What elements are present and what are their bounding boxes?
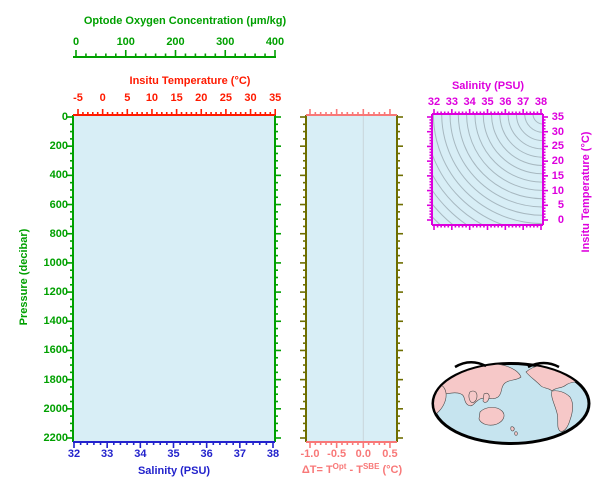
pressure-tick-label: 200 <box>49 140 68 153</box>
delta-t-title-mid: - T <box>346 464 363 476</box>
map-landmass <box>468 390 490 403</box>
ts-temperature-tick-label: 25 <box>551 140 564 153</box>
salinity-tick-label: 37 <box>233 448 246 460</box>
ts-temperature-tick-label: 10 <box>551 184 564 197</box>
ts-salinity-tick-label: 35 <box>481 96 494 108</box>
delta-t-axis-title: ΔT= TOpt - TSBE (°C) <box>281 462 423 478</box>
map-landmass <box>510 426 518 436</box>
oxygen-tick-label: 0 <box>72 36 80 48</box>
pressure-axis-title: Pressure (decibar) <box>18 228 30 326</box>
temperature-tick-label: 0 <box>99 92 106 104</box>
map-landmass <box>569 365 585 375</box>
ts-temperature-axis-title: Insitu Temperature (°C) <box>580 131 592 253</box>
delta-t-title-pre: ΔT= T <box>301 464 333 476</box>
ts-salinity-tick-label: 36 <box>499 96 512 108</box>
salinity-tick-label: 38 <box>266 448 280 460</box>
oxygen-tick-label: 300 <box>216 36 235 48</box>
salinity-tick-label: 34 <box>134 448 147 460</box>
ts-salinity-tick-label: 32 <box>427 96 441 108</box>
ts-temperature-tick-label: 35 <box>551 111 564 123</box>
temperature-tick-label: 35 <box>269 92 282 104</box>
plot-panel <box>306 115 397 442</box>
salinity-axis-title: Salinity (PSU) <box>137 465 211 477</box>
temperature-tick-label: 15 <box>170 92 183 104</box>
ts-salinity-tick-label: 33 <box>445 96 458 108</box>
pressure-tick-label: 1400 <box>43 315 68 328</box>
salinity-tick-label: 36 <box>200 448 213 460</box>
delta-t-title-suf: (°C) <box>379 464 403 476</box>
delta-t-title-sup-sbe: SBE <box>362 462 380 471</box>
delta-t-title-sup-opt: Opt <box>332 462 347 471</box>
pressure-tick-label: 1600 <box>43 344 68 357</box>
oxygen-tick-label: 100 <box>116 36 135 48</box>
delta-t-tick-label: 0.5 <box>382 448 398 460</box>
ts-temperature-tick-label: 0 <box>557 214 564 226</box>
map-landmass <box>478 407 505 426</box>
ts-temperature-tick-label: 20 <box>551 155 564 168</box>
temperature-tick-label: 5 <box>124 92 131 104</box>
ts-temperature-tick-label: 30 <box>551 125 564 138</box>
oxygen-tick-label: 200 <box>166 36 185 48</box>
world-map <box>431 361 591 445</box>
pressure-tick-label: 800 <box>49 227 68 240</box>
ts-salinity-tick-label: 38 <box>534 96 548 108</box>
plot-panel <box>73 115 275 442</box>
temperature-axis-title: Insitu Temperature (°C) <box>129 75 251 87</box>
salinity-tick-label: 33 <box>101 448 114 460</box>
delta-t-tick-label: 0.0 <box>355 448 371 460</box>
temperature-tick-label: 30 <box>244 92 257 104</box>
ts-salinity-tick-label: 34 <box>463 96 476 108</box>
oxygen-tick-label: 400 <box>265 36 285 48</box>
ts-salinity-axis-title: Salinity (PSU) <box>451 80 525 92</box>
pressure-tick-label: 2200 <box>43 432 68 444</box>
ts-temperature-tick-label: 15 <box>551 169 564 182</box>
salinity-tick-label: 32 <box>67 448 81 460</box>
pressure-tick-label: 1200 <box>43 286 68 299</box>
delta-t-tick-label: -1.0 <box>300 448 320 460</box>
pressure-tick-label: 2000 <box>43 402 68 415</box>
pressure-tick-label: 1000 <box>43 256 68 269</box>
oxygen-axis-title: Optode Oxygen Concentration (μm/kg) <box>83 15 287 27</box>
temperature-tick-label: 25 <box>219 92 233 104</box>
ts-salinity-tick-label: 37 <box>517 96 530 108</box>
pressure-tick-label: 1800 <box>43 373 68 386</box>
temperature-tick-label: 10 <box>145 92 159 104</box>
map-outline-bump <box>454 361 487 369</box>
temperature-tick-label: 20 <box>195 92 208 104</box>
pressure-tick-label: 600 <box>49 198 68 211</box>
pressure-tick-label: 400 <box>49 169 68 182</box>
map-landmass <box>551 390 573 432</box>
pressure-tick-label: 0 <box>61 111 68 123</box>
map-outline-bump <box>527 361 560 369</box>
salinity-tick-label: 35 <box>167 448 180 460</box>
delta-t-tick-label: -0.5 <box>327 448 347 460</box>
ts-temperature-tick-label: 5 <box>557 199 564 212</box>
temperature-tick-label: -5 <box>73 92 83 104</box>
